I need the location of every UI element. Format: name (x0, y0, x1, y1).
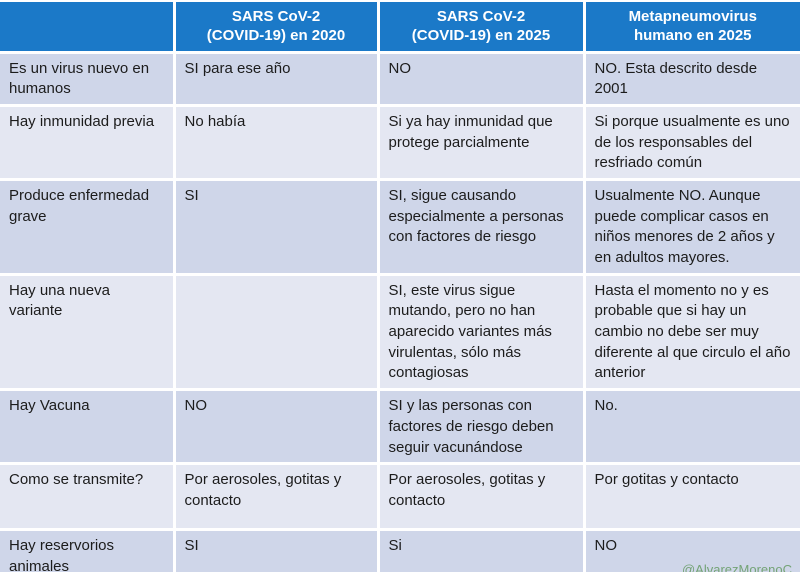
cell: Por gotitas y contacto (584, 463, 800, 532)
table-row: Hay inmunidad previa No había Si ya hay … (0, 105, 800, 181)
cell: NO (174, 389, 380, 466)
row-label: Hay Vacuna (0, 389, 176, 466)
row-label: Hay reservorios animales (0, 529, 176, 572)
cell: No había (174, 105, 380, 181)
table-row: Hay una nueva variante SI, este virus si… (0, 274, 800, 392)
author-credit: @AlvarezMorenoC (681, 561, 792, 572)
table-row: Hay reservorios animales SI Si NO @Alvar… (0, 529, 800, 572)
row-label: Hay inmunidad previa (0, 105, 176, 181)
cell: NO @AlvarezMorenoC (584, 529, 800, 572)
cell: SI (174, 529, 380, 572)
table-row: Es un virus nuevo en humanos SI para ese… (0, 52, 800, 107)
table-row: Como se transmite? Por aerosoles, gotita… (0, 463, 800, 532)
cell: SI para ese año (174, 52, 380, 107)
header-corner-cell (0, 2, 176, 54)
table-row: Hay Vacuna NO SI y las personas con fact… (0, 389, 800, 466)
header-metapneumovirus-2025: Metapneumovirus humano en 2025 (584, 2, 800, 54)
cell: Si porque usualmente es uno de los respo… (584, 105, 800, 181)
row-label: Es un virus nuevo en humanos (0, 52, 176, 107)
row-label: Hay una nueva variante (0, 274, 176, 392)
cell: Si (378, 529, 586, 572)
header-sars-2025: SARS CoV-2 (COVID-19) en 2025 (378, 2, 586, 54)
row-label: Produce enfermedad grave (0, 179, 176, 276)
cell: Usualmente NO. Aunque puede complicar ca… (584, 179, 800, 276)
cell: Hasta el momento no y es probable que si… (584, 274, 800, 392)
cell: SI, sigue causando especialmente a perso… (378, 179, 586, 276)
cell: NO (378, 52, 586, 107)
cell: SI, este virus sigue mutando, pero no ha… (378, 274, 586, 392)
cell-value: NO (594, 537, 618, 555)
cell: Por aerosoles, gotitas y contacto (378, 463, 586, 532)
table-row: Produce enfermedad grave SI SI, sigue ca… (0, 179, 800, 276)
cell: Si ya hay inmunidad que protege parcialm… (378, 105, 586, 181)
cell (174, 274, 380, 392)
cell: NO. Esta descrito desde 2001 (584, 52, 800, 107)
cell: Por aerosoles, gotitas y contacto (174, 463, 380, 532)
row-label: Como se transmite? (0, 463, 176, 532)
cell: SI y las personas con factores de riesgo… (378, 389, 586, 466)
header-sars-2020: SARS CoV-2 (COVID-19) en 2020 (174, 2, 380, 54)
header-row: SARS CoV-2 (COVID-19) en 2020 SARS CoV-2… (0, 2, 800, 54)
cell: No. (584, 389, 800, 466)
cell: SI (174, 179, 380, 276)
